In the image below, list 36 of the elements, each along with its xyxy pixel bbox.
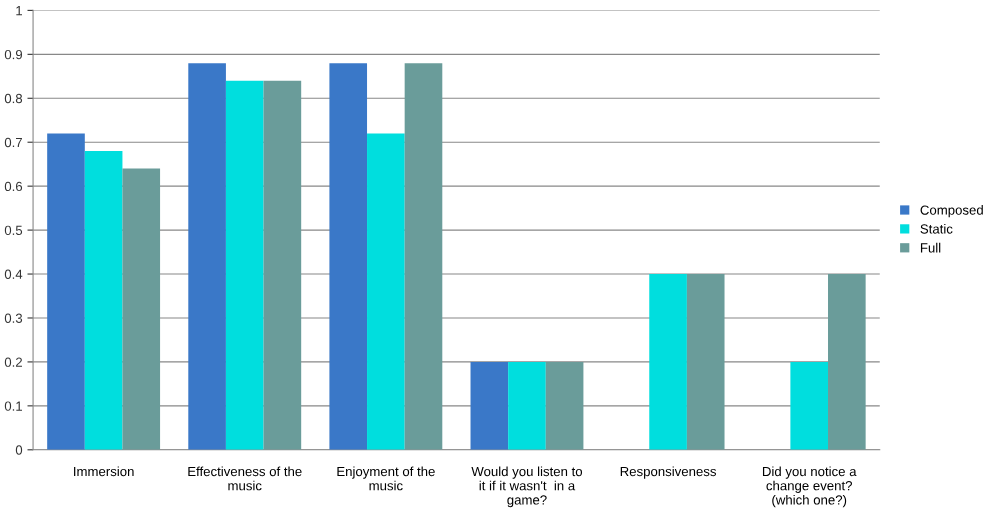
y-tick-label: 0.7 <box>4 137 22 148</box>
x-tick-label: Immersion <box>74 466 134 477</box>
y-tick-label: 0.8 <box>4 93 23 104</box>
y-tick-label: 0.5 <box>4 225 23 236</box>
bar <box>649 274 687 450</box>
bar <box>367 133 405 450</box>
legend-label: Full <box>920 242 941 253</box>
bar <box>828 274 866 450</box>
y-tick-label: 0.4 <box>4 269 23 279</box>
x-tick-label: Did you notice a change event? (which one?) <box>762 466 857 508</box>
legend-label: Static <box>920 223 953 234</box>
y-tick-label: 0.6 <box>4 181 23 192</box>
bar <box>470 361 509 450</box>
bar <box>329 63 368 450</box>
y-tick-label: 0.3 <box>4 313 23 323</box>
x-tick-label: Responsiveness <box>620 466 717 479</box>
bar <box>508 361 546 450</box>
legend-label: Composed <box>920 205 983 218</box>
y-tick-label: 0.1 <box>4 401 23 411</box>
bar <box>122 168 161 450</box>
bar <box>47 133 85 450</box>
bar <box>188 63 226 450</box>
bar <box>404 63 443 450</box>
x-tick-label: Enjoyment of the music <box>337 466 435 491</box>
x-tick-label: Effectiveness of the music <box>188 466 302 491</box>
bar <box>225 80 264 450</box>
bar <box>545 361 584 450</box>
bar <box>790 361 829 450</box>
y-tick-label: 1 <box>16 6 23 16</box>
y-tick-label: 0 <box>15 445 23 455</box>
bar <box>263 80 302 450</box>
bar <box>84 151 123 450</box>
x-tick-label: Would you listen to it if it wasn't in a game? <box>471 466 583 508</box>
y-tick-label: 0.2 <box>4 357 22 367</box>
y-tick-label: 0.9 <box>4 49 23 60</box>
bar <box>686 274 725 450</box>
